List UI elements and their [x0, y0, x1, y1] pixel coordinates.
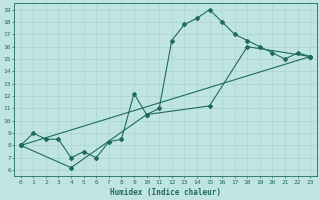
X-axis label: Humidex (Indice chaleur): Humidex (Indice chaleur)	[110, 188, 221, 197]
